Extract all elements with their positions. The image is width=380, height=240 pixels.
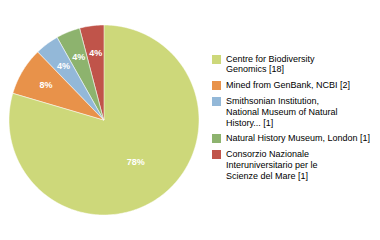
html-text:Centre for Biodiversity Genomi: Centre for Biodiversity Genomics [18] [226,53,315,75]
svg-text:8%: 8% [40,80,53,90]
svg-text:4%: 4% [89,48,102,58]
html-text:Consorzio Nazionale Interunive: Consorzio Nazionale Interuniversitario p… [226,149,318,181]
svg-text:4%: 4% [72,52,85,62]
html-text:Natural History Museum, London: Natural History Museum, London [1] [226,133,371,144]
html-text:Smithsonian Institution, Natio: Smithsonian Institution, National Museum… [226,95,338,128]
svg-text:78%: 78% [127,157,145,167]
html-text:Mined from GenBank, NCBI [2]: Mined from GenBank, NCBI [2] [226,80,351,91]
svg-text:4%: 4% [57,61,70,71]
